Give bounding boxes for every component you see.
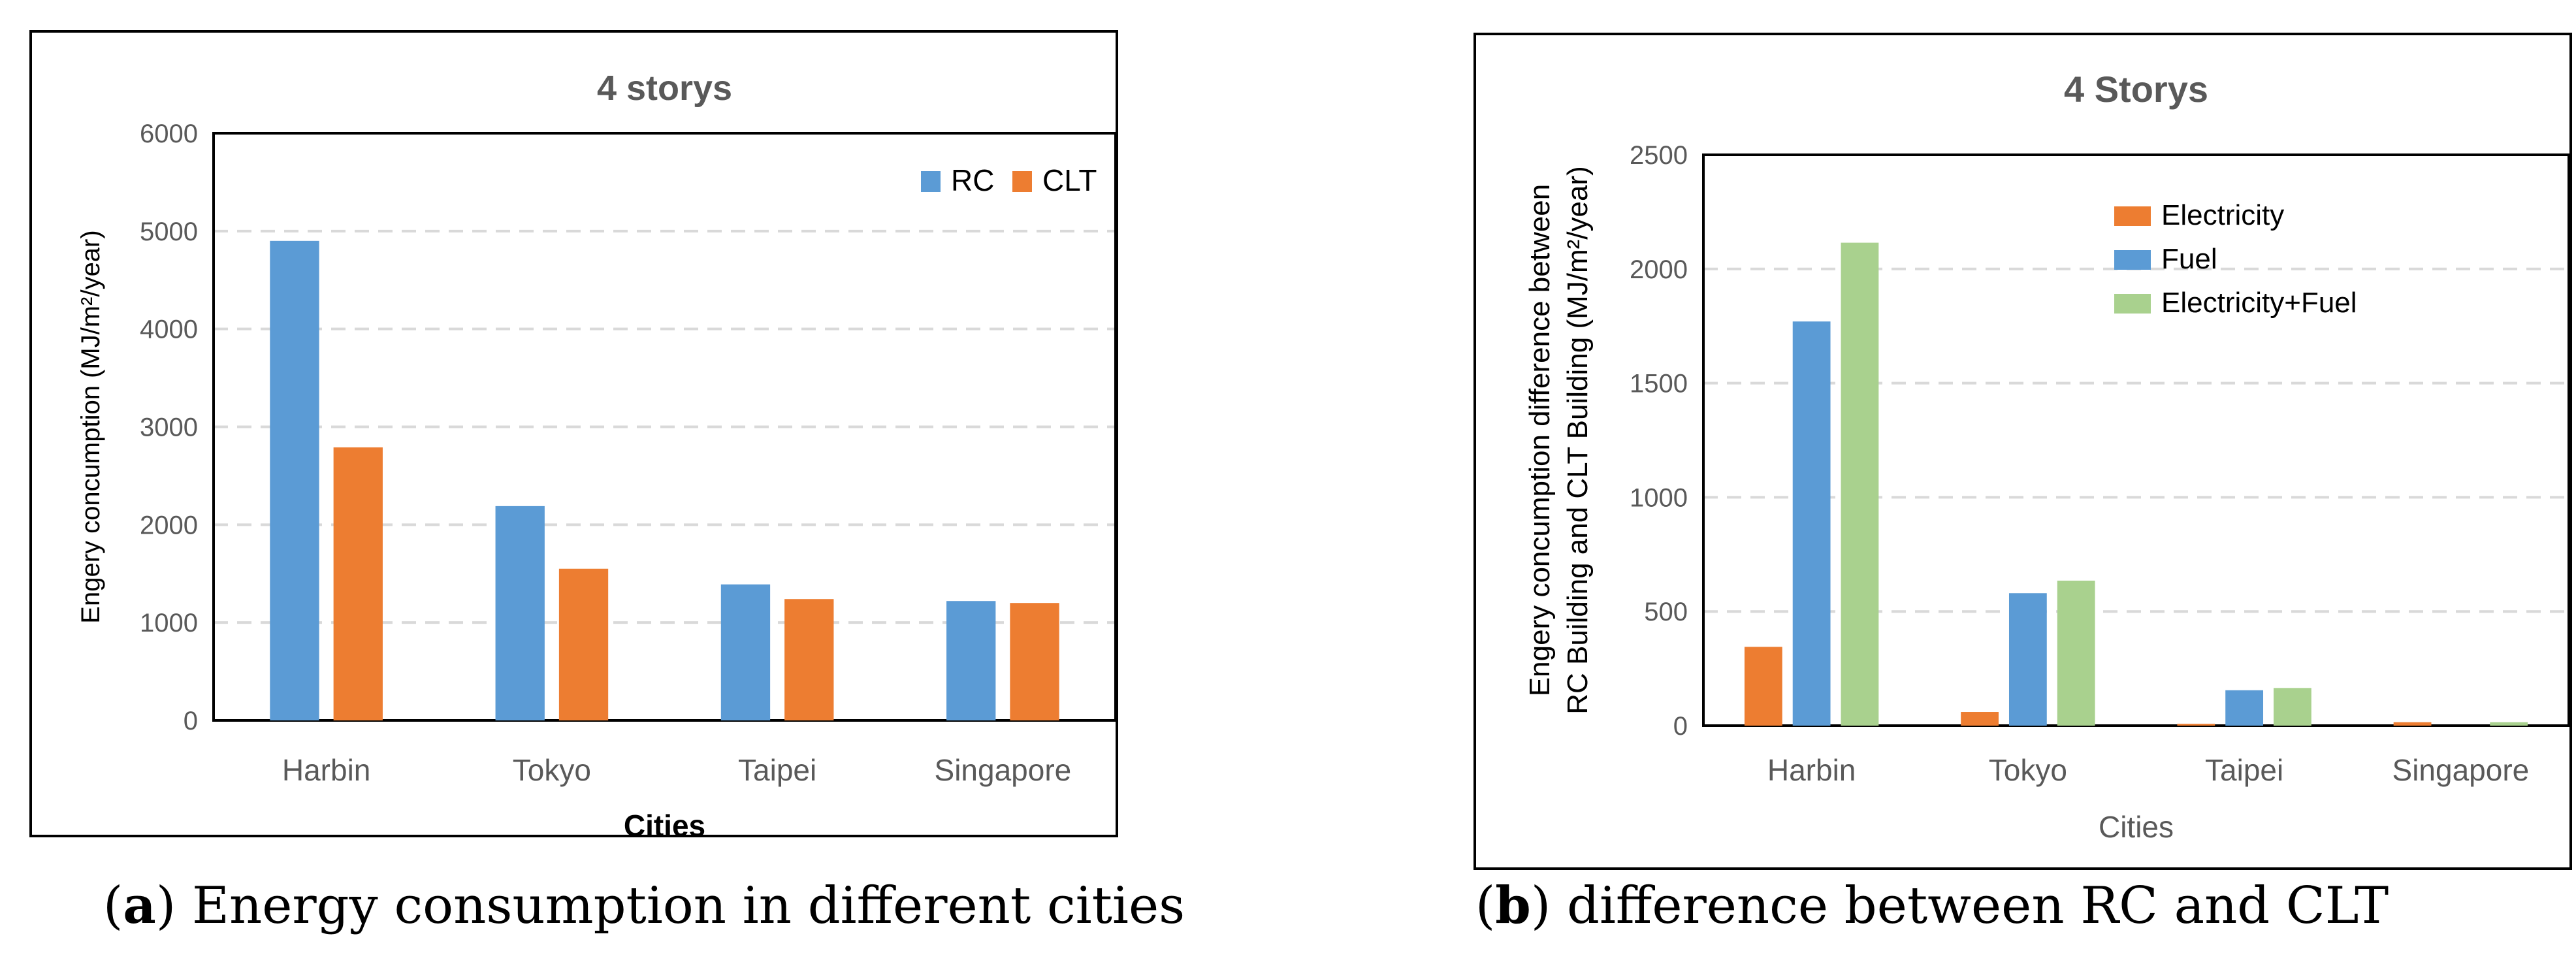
chart-a-ytick-label: 0 xyxy=(184,707,198,735)
chart-b-ytick-label: 500 xyxy=(1644,598,1688,626)
chart-b-ylabel-line: Engery concumption difference between xyxy=(1524,184,1556,696)
chart-b-legend-label: Fuel xyxy=(2161,243,2217,275)
chart-a-legend-swatch xyxy=(1012,171,1032,192)
chart-a-ytick-label: 2000 xyxy=(140,511,198,539)
chart-b-svg: 4 Storys 0 500 1000 1500 2000 2500 Harbin Tokyo T… xyxy=(1473,33,2572,870)
chart-b-bar-electricity-fuel-singapore xyxy=(2490,722,2528,726)
chart-a-bar-rc-singapore xyxy=(946,601,996,720)
chart-b-bar-fuel-harbin xyxy=(1792,321,1831,726)
chart-b-bar-electricity-taipei xyxy=(2177,724,2215,726)
chart-a-svg: 4 storys 0 1000 2000 3000 4000 5000 6000 Harbin T… xyxy=(29,30,1118,843)
chart-a-xtick-label: Harbin xyxy=(282,753,371,787)
chart-a-legend-label: CLT xyxy=(1042,163,1097,197)
chart-b-legend-swatch xyxy=(2114,294,2151,314)
chart-a-xtick-label: Tokyo xyxy=(513,753,591,787)
chart-b-bar-fuel-taipei xyxy=(2225,690,2264,726)
chart-a-xlabel: Cities xyxy=(624,809,705,843)
chart-b-title: 4 Storys xyxy=(2064,69,2208,110)
chart-b-plot-border xyxy=(1702,153,2570,727)
chart-b-xtick-label: Singapore xyxy=(2392,753,2530,787)
chart-a-bar-clt-harbin xyxy=(333,447,383,720)
chart-b-legend-label: Electricity xyxy=(2161,199,2284,231)
chart-a-ylabel: Engery concumption (MJ/m²/year) xyxy=(76,230,105,623)
chart-panel-a: 4 storys 0 1000 2000 3000 4000 5000 6000 Harbin T… xyxy=(0,30,1288,937)
chart-a-xtick-label: Taipei xyxy=(738,753,816,787)
chart-a-title: 4 storys xyxy=(597,69,732,108)
chart-b-ytick-label: 1500 xyxy=(1630,370,1688,398)
chart-panel-b: 4 Storys 0 500 1000 1500 2000 2500 Harbin Tokyo T… xyxy=(1288,0,2576,966)
chart-b-xlabel: Cities xyxy=(2099,810,2174,844)
chart-b-bar-electricity-fuel-harbin xyxy=(1841,242,1879,726)
chart-a-bar-clt-singapore xyxy=(1010,603,1059,720)
chart-b-bar-fuel-tokyo xyxy=(2008,593,2047,726)
chart-b-bar-electricity-fuel-tokyo xyxy=(2057,581,2095,726)
chart-b-xtick-label: Taipei xyxy=(2205,753,2283,787)
chart-a-legend-swatch xyxy=(921,171,941,192)
chart-a-ytick-label: 3000 xyxy=(140,413,198,442)
chart-a-bar-rc-taipei xyxy=(720,584,771,720)
caption-a-text: ) Energy consumption in different cities xyxy=(155,877,1185,935)
caption-a: (a) Energy consumption in different citi… xyxy=(0,875,1288,937)
caption-a-letter: a xyxy=(123,876,156,935)
chart-a-bar-clt-tokyo xyxy=(558,568,609,720)
chart-b-ytick-label: 0 xyxy=(1673,712,1688,741)
chart-a-xtick-label: Singapore xyxy=(935,753,1072,787)
chart-a-ytick-label: 1000 xyxy=(140,609,198,637)
chart-a-plot-border xyxy=(212,132,1117,722)
chart-a-ytick-label: 6000 xyxy=(140,120,198,148)
chart-b-bar-electricity-singapore xyxy=(2393,722,2432,726)
chart-a-ytick-label: 5000 xyxy=(140,217,198,246)
chart-a-bar-clt-taipei xyxy=(784,599,834,720)
chart-a-ytick-label: 4000 xyxy=(140,315,198,344)
caption-b-letter: b xyxy=(1495,876,1531,935)
chart-b-legend-label: Electricity+Fuel xyxy=(2161,287,2357,319)
chart-b-legend-swatch xyxy=(2114,206,2151,226)
chart-b-frame xyxy=(1473,33,2572,870)
caption-b-text: ) difference between RC and CLT xyxy=(1530,877,2389,935)
chart-b-xtick-label: Harbin xyxy=(1767,753,1856,787)
chart-b-bar-electricity-harbin xyxy=(1744,647,1782,726)
chart-b-ytick-label: 1000 xyxy=(1630,483,1688,512)
caption-b-open: ( xyxy=(1475,877,1496,935)
chart-b-bar-electricity-fuel-taipei xyxy=(2274,688,2311,726)
chart-b-xtick-label: Tokyo xyxy=(1989,753,2067,787)
chart-b-ylabel-line: RC Building and CLT Building (MJ/m²/year… xyxy=(1562,166,1594,715)
chart-a-legend-label: RC xyxy=(951,163,994,197)
chart-a-bar-rc-harbin xyxy=(270,240,319,721)
caption-b: (b) difference between RC and CLT xyxy=(1288,875,2576,937)
chart-b-bar-electricity-tokyo xyxy=(1961,712,1999,726)
chart-a-bar-rc-tokyo xyxy=(495,506,545,720)
chart-b-legend-swatch xyxy=(2114,250,2151,270)
chart-b-ytick-label: 2000 xyxy=(1630,255,1688,284)
chart-b-ytick-label: 2500 xyxy=(1630,141,1688,170)
caption-a-open: ( xyxy=(103,877,123,935)
